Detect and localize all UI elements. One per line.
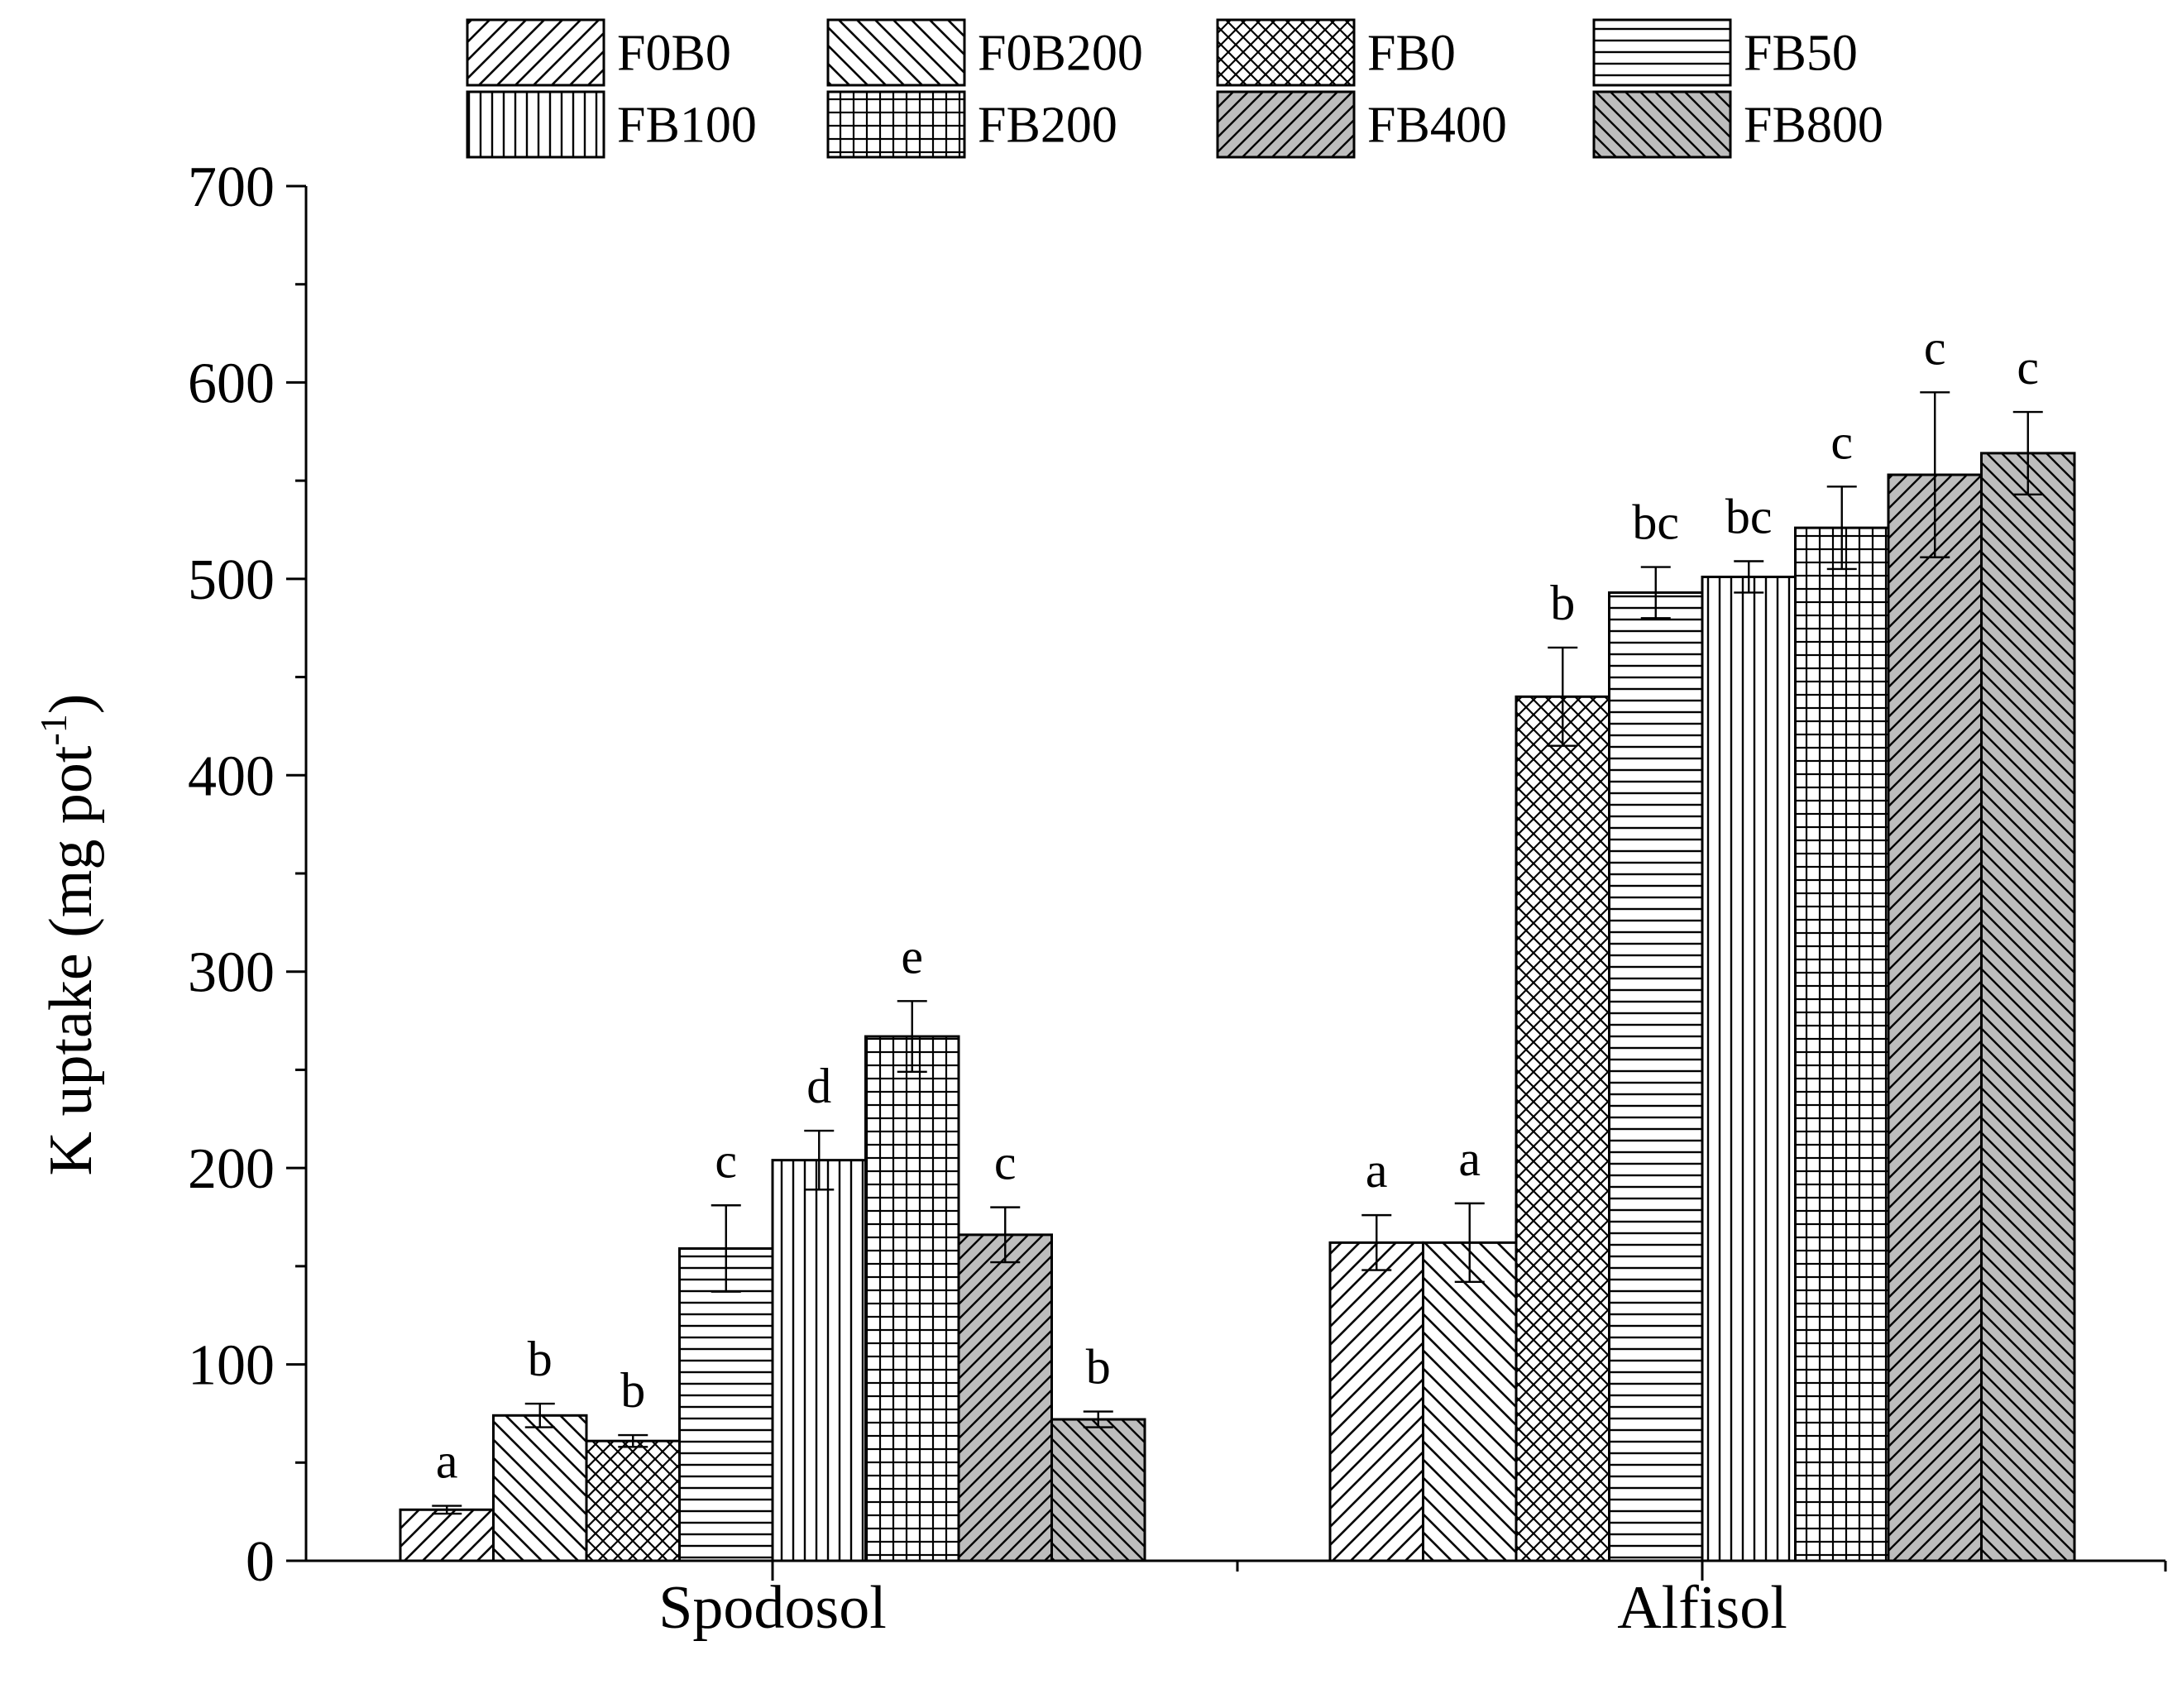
legend-swatch-fb800 — [1592, 90, 1732, 159]
bar-spodosol-fb0 — [585, 1439, 681, 1562]
significance-label-spodosol-fb0: b — [620, 1363, 645, 1418]
axes: 0 100 200 300 400 500 600 700 Spodosol Alfisol — [188, 155, 2167, 1642]
significance-label-alfisol-fb400: c — [1924, 320, 1946, 375]
bar-alfisol-fb50 — [1608, 591, 1704, 1562]
y-tick-label: 300 — [188, 941, 275, 1005]
legend-swatch-fb50 — [1592, 18, 1732, 87]
legend: F0B0 F0B200 FB0 FB50 FB100 FB200 FB400 FB800 — [466, 18, 1883, 159]
significance-label-alfisol-fb200: c — [1830, 414, 1853, 469]
y-tick-label: 200 — [188, 1137, 275, 1201]
y-axis-title-text: K uptake (mg pot — [37, 745, 105, 1175]
y-tick-label: 100 — [188, 1334, 275, 1398]
legend-label-fb100: FB100 — [617, 98, 757, 154]
bar-spodosol-f0b0 — [399, 1508, 495, 1562]
bar-spodosol-fb200 — [864, 1035, 960, 1562]
bar-alfisol-fb800 — [1980, 452, 2076, 1562]
legend-label-fb50: FB50 — [1744, 26, 1858, 82]
significance-label-spodosol-fb800: b — [1086, 1340, 1111, 1395]
legend-label-f0b0: F0B0 — [617, 26, 731, 82]
legend-label-fb0: FB0 — [1367, 26, 1456, 82]
legend-label-fb400: FB400 — [1367, 98, 1507, 154]
bar-spodosol-fb400 — [957, 1233, 1053, 1562]
legend-swatch-fb400 — [1216, 90, 1356, 159]
significance-label-spodosol-fb50: c — [715, 1133, 737, 1188]
significance-label-alfisol-f0b200: a — [1458, 1131, 1481, 1186]
significance-label-alfisol-fb0: b — [1550, 576, 1575, 630]
bar-alfisol-fb400 — [1887, 473, 1983, 1562]
significance-label-spodosol-fb200: e — [901, 929, 923, 983]
legend-swatch-fb0 — [1216, 18, 1356, 87]
bar-spodosol-f0b200 — [492, 1414, 588, 1562]
y-tick-label: 500 — [188, 548, 275, 612]
significance-label-alfisol-f0b0: a — [1366, 1143, 1388, 1198]
y-tick-label: 600 — [188, 352, 275, 415]
y-tick-label: 700 — [188, 155, 275, 219]
legend-label-fb800: FB800 — [1744, 98, 1883, 154]
significance-label-spodosol-fb400: c — [994, 1136, 1017, 1190]
y-axis-title-superscript: -1 — [32, 714, 74, 745]
significance-label-spodosol-f0b0: a — [436, 1434, 458, 1489]
significance-label-alfisol-fb800: c — [2017, 340, 2039, 395]
bar-spodosol-fb800 — [1050, 1418, 1146, 1562]
significance-label-alfisol-fb50: bc — [1632, 495, 1679, 550]
bar-alfisol-fb200 — [1794, 526, 1890, 1562]
significance-label-spodosol-f0b200: b — [528, 1332, 553, 1386]
x-tick-label-alfisol: Alfisol — [1617, 1574, 1787, 1642]
legend-swatch-fb200 — [826, 90, 966, 159]
bar-alfisol-f0b200 — [1422, 1241, 1518, 1562]
bar-alfisol-fb0 — [1514, 695, 1610, 1562]
x-tick-label-spodosol: Spodosol — [658, 1574, 887, 1642]
bar-spodosol-fb100 — [771, 1159, 867, 1562]
y-axis-title: K uptake (mg pot-1) — [32, 694, 105, 1176]
legend-swatch-fb100 — [466, 90, 605, 159]
significance-label-alfisol-fb100: bc — [1725, 489, 1773, 543]
significance-label-spodosol-fb100: d — [806, 1059, 831, 1113]
legend-label-f0b200: F0B200 — [978, 26, 1143, 82]
legend-label-fb200: FB200 — [978, 98, 1117, 154]
y-tick-label: 400 — [188, 744, 275, 808]
legend-swatch-f0b200 — [826, 18, 966, 87]
y-axis-title-close: ) — [37, 694, 105, 715]
bar-spodosol-fb50 — [678, 1246, 774, 1562]
legend-swatch-f0b0 — [466, 18, 605, 87]
bar-alfisol-f0b0 — [1328, 1241, 1424, 1562]
y-tick-label: 0 — [246, 1530, 275, 1594]
bar-alfisol-fb100 — [1701, 575, 1797, 1562]
